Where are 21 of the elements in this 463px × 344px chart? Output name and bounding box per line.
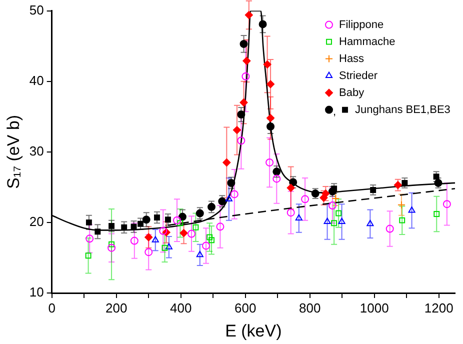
legend-label: Baby [339,86,365,99]
x-tick-label: 200 [106,300,128,316]
y-tick-label: 50 [29,2,44,18]
legend-label: Hass [339,52,365,65]
y-tick-label: 10 [29,284,44,300]
y-tick-label: 40 [29,72,44,88]
x-tick-label: 1000 [360,300,389,316]
legend-label: Junghans BE1,BE3 [355,104,450,116]
y-tick-label: 20 [29,214,44,230]
legend-label: , [333,106,336,118]
x-tick-label: 800 [299,300,321,316]
y-tick-label: 30 [29,143,44,158]
x-tick-label: 600 [234,300,256,316]
x-tick-label: 0 [48,300,56,316]
x-axis-title: E (keV) [225,321,282,340]
y-axis-title: S₁₇ (eV b) [4,114,23,189]
x-tick-label: 1200 [424,300,454,316]
x-tick-label: 400 [170,300,192,316]
legend-label: Hammache [339,36,396,48]
legend-label: Filippone [339,18,384,31]
legend-label: Strieder [339,70,378,82]
